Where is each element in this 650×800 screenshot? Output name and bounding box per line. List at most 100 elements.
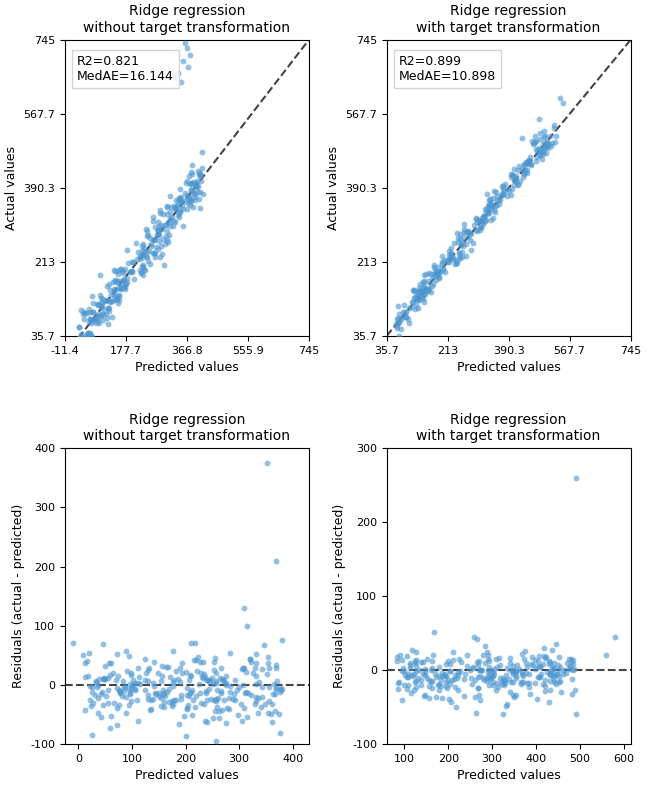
Point bbox=[437, 255, 448, 268]
Point bbox=[562, 656, 572, 669]
Point bbox=[437, 250, 447, 263]
Point bbox=[540, 651, 550, 664]
Point bbox=[546, 140, 556, 153]
Point bbox=[532, 660, 543, 673]
Point bbox=[471, 213, 482, 226]
Point bbox=[517, 648, 527, 661]
Point bbox=[94, 310, 105, 322]
Point bbox=[111, 674, 122, 686]
Point bbox=[239, 602, 250, 614]
Point bbox=[102, 303, 112, 316]
Point bbox=[194, 193, 205, 206]
Point bbox=[256, 700, 266, 713]
Point bbox=[114, 685, 125, 698]
Point bbox=[187, 709, 197, 722]
Point bbox=[132, 253, 142, 266]
Point bbox=[169, 200, 179, 213]
Point bbox=[275, 726, 285, 739]
Point bbox=[491, 199, 502, 212]
Point bbox=[463, 226, 473, 238]
Point bbox=[517, 132, 527, 145]
Point bbox=[186, 194, 196, 206]
Point bbox=[414, 663, 424, 676]
Point bbox=[141, 250, 151, 262]
Point bbox=[569, 684, 580, 697]
Point bbox=[84, 694, 95, 706]
Point bbox=[182, 188, 192, 201]
Point bbox=[492, 661, 502, 674]
Point bbox=[175, 191, 185, 204]
Point bbox=[148, 677, 158, 690]
Point bbox=[519, 653, 529, 666]
Point bbox=[521, 657, 532, 670]
Point bbox=[212, 701, 222, 714]
Point bbox=[75, 332, 86, 345]
Point bbox=[168, 219, 179, 232]
Point bbox=[166, 201, 177, 214]
Point bbox=[95, 289, 105, 302]
Point bbox=[434, 266, 444, 279]
Point bbox=[112, 275, 123, 288]
Point bbox=[198, 672, 208, 685]
Point bbox=[112, 682, 122, 695]
Point bbox=[445, 678, 455, 690]
Point bbox=[74, 332, 85, 345]
Point bbox=[171, 194, 181, 206]
Point bbox=[149, 679, 159, 692]
Point bbox=[474, 223, 485, 236]
Point bbox=[135, 266, 146, 278]
Point bbox=[122, 665, 132, 678]
Point bbox=[173, 67, 183, 80]
Point bbox=[125, 668, 136, 681]
Point bbox=[410, 303, 421, 316]
Point bbox=[554, 670, 564, 682]
Point bbox=[393, 311, 404, 324]
Point bbox=[426, 267, 436, 280]
Point bbox=[156, 691, 166, 704]
Point bbox=[125, 678, 135, 690]
Point bbox=[515, 678, 526, 691]
Point bbox=[480, 214, 490, 227]
Point bbox=[103, 697, 113, 710]
Point bbox=[216, 686, 226, 699]
Point bbox=[419, 288, 429, 301]
Point bbox=[92, 298, 102, 311]
Point bbox=[103, 294, 113, 306]
Point bbox=[240, 666, 251, 678]
Point bbox=[168, 680, 179, 693]
Point bbox=[250, 662, 260, 674]
Point bbox=[257, 681, 268, 694]
Point bbox=[79, 704, 90, 717]
Point bbox=[161, 200, 172, 213]
Point bbox=[220, 676, 231, 689]
Point bbox=[423, 275, 434, 288]
Point bbox=[214, 712, 224, 725]
Point bbox=[480, 657, 490, 670]
Point bbox=[114, 282, 124, 294]
Point bbox=[535, 670, 545, 683]
Point bbox=[571, 471, 581, 484]
Point bbox=[248, 667, 258, 680]
Point bbox=[392, 322, 402, 334]
Point bbox=[271, 658, 281, 671]
Point bbox=[601, 649, 612, 662]
Point bbox=[90, 675, 101, 688]
Point bbox=[190, 187, 200, 200]
Point bbox=[486, 195, 496, 208]
Point bbox=[93, 706, 103, 719]
Point bbox=[86, 700, 96, 713]
Point bbox=[127, 266, 137, 278]
Point bbox=[176, 195, 187, 208]
Point bbox=[466, 227, 476, 240]
Point bbox=[178, 202, 188, 215]
Point bbox=[245, 653, 255, 666]
Point bbox=[472, 225, 482, 238]
Point bbox=[162, 215, 173, 228]
Point bbox=[545, 669, 556, 682]
Point bbox=[161, 199, 172, 212]
Point bbox=[177, 657, 187, 670]
Point bbox=[153, 227, 163, 240]
Point bbox=[488, 665, 499, 678]
Point bbox=[540, 674, 550, 686]
Point bbox=[105, 722, 115, 734]
